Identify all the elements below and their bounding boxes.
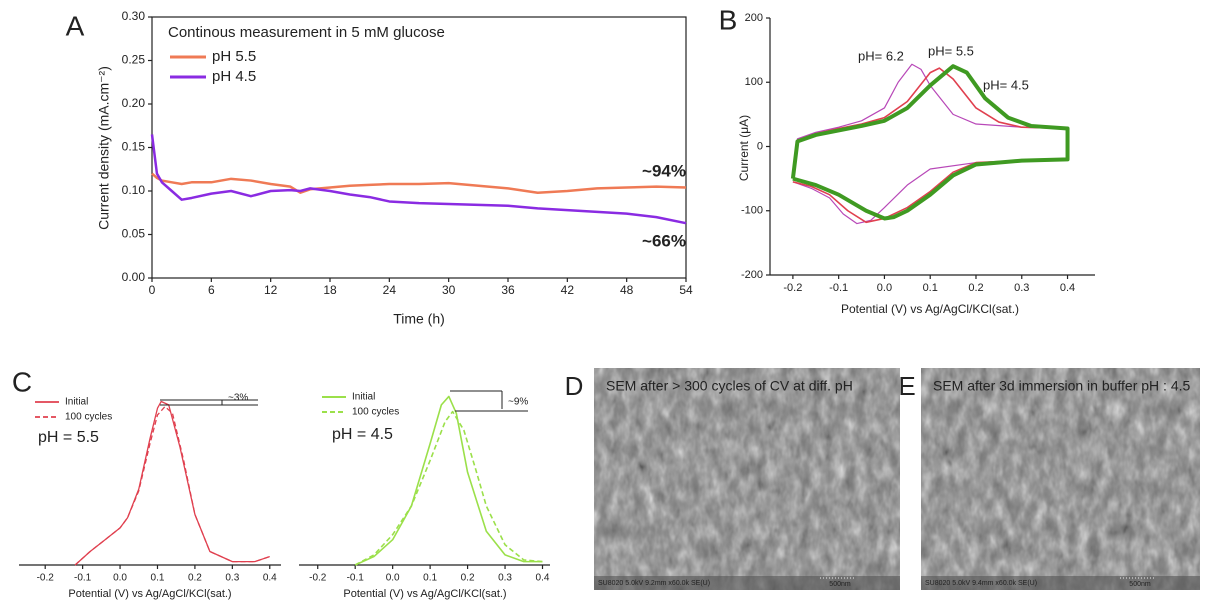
x-tick-label: 0.4 xyxy=(263,573,277,584)
series-line xyxy=(151,172,687,194)
x-tick-label: -0.1 xyxy=(829,282,848,294)
annotation: ~94% xyxy=(642,161,686,180)
image-info: SU8020 5.0kV 9.2mm x60.0k SE(U) xyxy=(598,580,710,587)
x-tick-label: 0.1 xyxy=(923,282,938,294)
x-tick-label: 18 xyxy=(323,283,337,297)
x-tick-label: 0.3 xyxy=(225,573,239,584)
x-tick-label: 0.3 xyxy=(1014,282,1029,294)
y-axis-label: Current (μA) xyxy=(737,115,751,181)
image-caption: SEM after 3d immersion in buffer pH : 4.… xyxy=(933,378,1191,394)
series-line xyxy=(354,395,543,566)
series-line xyxy=(74,400,270,566)
annotation: ~3% xyxy=(228,393,248,404)
y-tick-label: 0.00 xyxy=(122,270,146,284)
x-tick-label: 0.0 xyxy=(877,282,892,294)
x-tick-label: -0.2 xyxy=(783,282,802,294)
x-tick-label: 0.4 xyxy=(536,573,550,584)
y-tick-label: 0.25 xyxy=(122,53,146,67)
x-tick-label: 0.1 xyxy=(151,573,165,584)
scale-label: 500nm xyxy=(829,581,851,588)
legend-label: 100 cycles xyxy=(352,407,399,418)
y-tick-label: 0.30 xyxy=(122,9,146,23)
sem-texture xyxy=(594,368,900,590)
panel-label: B xyxy=(719,4,738,35)
y-tick-label: -200 xyxy=(741,269,763,281)
series-label: pH= 4.5 xyxy=(983,77,1029,92)
image-caption: SEM after > 300 cycles of CV at diff. pH xyxy=(606,378,853,394)
series-line xyxy=(150,134,687,225)
y-axis-label: Current density (mA.cm⁻²) xyxy=(96,66,112,230)
info-bar xyxy=(921,576,1200,590)
legend-label: pH 4.5 xyxy=(212,68,256,85)
x-tick-label: 0.0 xyxy=(386,573,400,584)
series-line xyxy=(354,410,543,566)
panel-label: D xyxy=(565,371,584,401)
x-tick-label: 0 xyxy=(149,283,156,297)
x-tick-label: 48 xyxy=(620,283,634,297)
annotation: pH = 5.5 xyxy=(38,429,99,446)
y-tick-label: 0.15 xyxy=(122,140,146,154)
x-axis-label: Potential (V) vs Ag/AgCl/KCl(sat.) xyxy=(343,588,506,600)
annotation: ~9% xyxy=(508,397,528,408)
x-tick-label: -0.2 xyxy=(37,573,55,584)
x-tick-label: 0.2 xyxy=(461,573,475,584)
legend-label: 100 cycles xyxy=(65,412,112,423)
y-tick-label: -100 xyxy=(741,205,763,217)
legend-label: Initial xyxy=(352,392,375,403)
chart-title: Continous measurement in 5 mM glucose xyxy=(168,24,445,41)
x-tick-label: 42 xyxy=(561,283,575,297)
x-tick-label: 0.0 xyxy=(113,573,127,584)
annotation: ~66% xyxy=(642,231,686,250)
x-axis-label: Potential (V) vs Ag/AgCl/KCl(sat.) xyxy=(68,588,231,600)
x-tick-label: 6 xyxy=(208,283,215,297)
y-tick-label: 0.20 xyxy=(122,96,146,110)
y-tick-label: 0.05 xyxy=(122,227,146,241)
x-tick-label: 36 xyxy=(501,283,515,297)
x-tick-label: 30 xyxy=(442,283,456,297)
info-bar xyxy=(594,576,900,590)
series-line xyxy=(790,64,1070,221)
x-tick-label: 24 xyxy=(383,283,397,297)
series-label: pH= 6.2 xyxy=(858,48,904,63)
x-tick-label: 0.3 xyxy=(498,573,512,584)
x-tick-label: 12 xyxy=(264,283,278,297)
legend-label: Initial xyxy=(65,397,88,408)
annotation: pH = 4.5 xyxy=(332,426,393,443)
panel-label: C xyxy=(12,366,32,397)
x-tick-label: 0.2 xyxy=(968,282,983,294)
x-tick-label: -0.1 xyxy=(74,573,92,584)
x-tick-label: 54 xyxy=(679,283,693,297)
legend-label: pH 5.5 xyxy=(212,48,256,65)
y-tick-label: 0 xyxy=(757,140,763,152)
y-tick-label: 200 xyxy=(745,12,763,24)
x-axis-label: Time (h) xyxy=(393,311,445,327)
series-line xyxy=(74,405,270,566)
image-info: SU8020 5.0kV 9.4mm x60.0k SE(U) xyxy=(925,580,1037,587)
x-tick-label: -0.1 xyxy=(347,573,365,584)
y-tick-label: 0.10 xyxy=(122,183,146,197)
panel-label: E xyxy=(898,371,915,401)
sem-texture xyxy=(921,368,1200,590)
x-tick-label: 0.1 xyxy=(423,573,437,584)
x-tick-label: -0.2 xyxy=(309,573,327,584)
x-axis-label: Potential (V) vs Ag/AgCl/KCl(sat.) xyxy=(841,302,1019,316)
y-tick-label: 100 xyxy=(745,76,763,88)
scale-label: 500nm xyxy=(1129,581,1151,588)
panel-label: A xyxy=(66,10,85,41)
series-label: pH= 5.5 xyxy=(928,43,974,58)
x-tick-label: 0.2 xyxy=(188,573,202,584)
x-tick-label: 0.4 xyxy=(1060,282,1075,294)
